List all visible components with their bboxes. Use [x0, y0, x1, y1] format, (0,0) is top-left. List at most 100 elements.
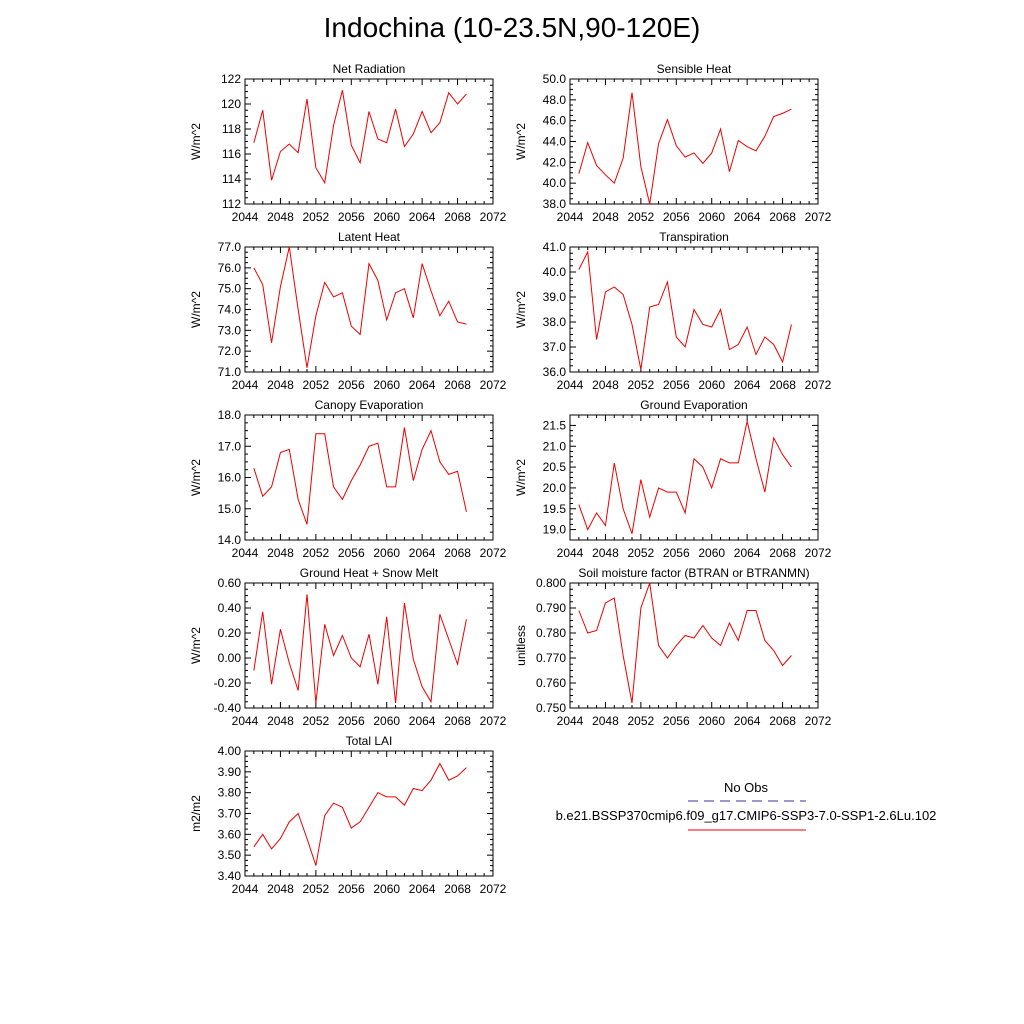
- y-tick-label: 0.60: [218, 576, 242, 590]
- x-tick-label: 2044: [232, 378, 259, 392]
- panel-title: Soil moisture factor (BTRAN or BTRANMN): [578, 566, 809, 580]
- y-tick-label: 17.0: [218, 439, 242, 453]
- x-tick-label: 2072: [805, 378, 832, 392]
- series-line: [578, 92, 792, 205]
- x-tick-label: 2056: [338, 378, 365, 392]
- panel-title: Ground Heat + Snow Melt: [300, 566, 439, 580]
- x-tick-label: 2072: [805, 546, 832, 560]
- x-tick-label: 2064: [409, 882, 436, 896]
- x-tick-label: 2056: [663, 714, 690, 728]
- y-tick-label: 3.50: [218, 848, 242, 862]
- y-tick-label: 0.00: [218, 651, 242, 665]
- y-tick-label: 15.0: [218, 502, 242, 516]
- y-tick-label: 19.0: [543, 523, 567, 537]
- y-tick-label: 0.780: [536, 626, 566, 640]
- x-tick-label: 2072: [480, 210, 507, 224]
- y-tick-label: 18.0: [218, 408, 242, 422]
- x-tick-label: 2068: [444, 378, 471, 392]
- x-tick-label: 2068: [769, 210, 796, 224]
- series-line: [578, 421, 792, 534]
- panel-title: Latent Heat: [338, 230, 401, 244]
- y-tick-label: 20.0: [543, 481, 567, 495]
- y-tick-label: 44.0: [543, 135, 567, 149]
- series-line: [253, 427, 467, 525]
- plot-frame: [244, 78, 494, 205]
- x-tick-label: 2060: [373, 714, 400, 728]
- x-tick-label: 2072: [480, 546, 507, 560]
- x-tick-label: 2052: [628, 546, 655, 560]
- series-line: [253, 762, 467, 866]
- series-line: [578, 250, 792, 370]
- x-tick-label: 2060: [698, 378, 725, 392]
- x-tick-label: 2068: [444, 882, 471, 896]
- y-tick-label: 21.0: [543, 439, 567, 453]
- x-tick-label: 2068: [444, 714, 471, 728]
- x-tick-label: 2072: [480, 882, 507, 896]
- x-tick-label: 2064: [734, 546, 761, 560]
- y-tick-label: 4.00: [218, 744, 242, 758]
- y-tick-label: 39.0: [543, 290, 567, 304]
- y-tick-label: 38.0: [543, 315, 567, 329]
- x-tick-label: 2048: [592, 378, 619, 392]
- plot-frame: [244, 750, 494, 877]
- series-line: [253, 594, 467, 704]
- y-tick-label: 16.0: [218, 471, 242, 485]
- chart-panel-2: Latent Heat W/m^2 2044 2048 2052 2056 2060 2064…: [189, 230, 507, 392]
- y-tick-label: -0.20: [214, 676, 242, 690]
- page-title: Indochina (10-23.5N,90-120E): [323, 12, 701, 43]
- chart-panel-5: Ground Evaporation W/m^2 2044 2048 2052 2056 2…: [514, 398, 832, 560]
- x-tick-label: 2048: [267, 210, 294, 224]
- x-tick-label: 2064: [409, 546, 436, 560]
- x-tick-label: 2068: [769, 378, 796, 392]
- legend-case-label: b.e21.BSSP370cmip6.f09_g17.CMIP6-SSP3-7.…: [556, 808, 937, 823]
- y-tick-label: 46.0: [543, 114, 567, 128]
- x-tick-label: 2044: [232, 210, 259, 224]
- plot-frame: [244, 582, 494, 709]
- y-tick-label: 73.0: [218, 323, 242, 337]
- x-tick-label: 2048: [267, 378, 294, 392]
- y-tick-label: 21.5: [543, 418, 567, 432]
- x-tick-label: 2060: [373, 378, 400, 392]
- x-tick-label: 2064: [409, 378, 436, 392]
- plot-frame: [569, 414, 819, 541]
- x-tick-label: 2044: [557, 546, 584, 560]
- x-tick-label: 2064: [409, 210, 436, 224]
- x-tick-label: 2060: [373, 882, 400, 896]
- y-tick-label: 122: [221, 72, 241, 86]
- y-axis-label: W/m^2: [189, 291, 203, 328]
- panel-title: Sensible Heat: [657, 62, 732, 76]
- panel-title: Net Radiation: [333, 62, 406, 76]
- x-tick-label: 2052: [628, 378, 655, 392]
- y-tick-label: 41.0: [543, 240, 567, 254]
- x-tick-label: 2064: [734, 210, 761, 224]
- y-axis-label: unitless: [514, 625, 528, 666]
- x-tick-label: 2052: [303, 714, 330, 728]
- chart-panels: Net Radiation W/m^2 2044 2048 2052 2056 2060 20…: [189, 62, 832, 896]
- y-axis-label: W/m^2: [189, 627, 203, 664]
- y-tick-label: 0.20: [218, 626, 242, 640]
- x-tick-label: 2056: [338, 546, 365, 560]
- legend: No Obs b.e21.BSSP370cmip6.f09_g17.CMIP6-…: [556, 780, 937, 831]
- y-tick-label: 0.790: [536, 601, 566, 615]
- chart-panel-6: Ground Heat + Snow Melt W/m^2 2044 2048 2052…: [189, 566, 507, 728]
- y-axis-label: W/m^2: [189, 459, 203, 496]
- y-axis-label: W/m^2: [514, 291, 528, 328]
- x-tick-label: 2048: [267, 714, 294, 728]
- y-tick-label: 0.750: [536, 701, 566, 715]
- plot-frame: [569, 78, 819, 205]
- panel-title: Ground Evaporation: [640, 398, 747, 412]
- y-tick-label: 38.0: [543, 197, 567, 211]
- y-tick-label: 0.770: [536, 651, 566, 665]
- x-tick-label: 2056: [663, 546, 690, 560]
- x-tick-label: 2056: [338, 882, 365, 896]
- y-tick-label: 42.0: [543, 155, 567, 169]
- x-tick-label: 2044: [557, 714, 584, 728]
- y-tick-label: 40.0: [543, 265, 567, 279]
- x-tick-label: 2068: [769, 714, 796, 728]
- panel-title: Total LAI: [346, 734, 393, 748]
- chart-panel-1: Sensible Heat W/m^2 2044 2048 2052 2056 2060 20…: [514, 62, 832, 224]
- x-tick-label: 2060: [698, 210, 725, 224]
- x-tick-label: 2068: [444, 546, 471, 560]
- x-tick-label: 2044: [232, 546, 259, 560]
- x-tick-label: 2048: [592, 546, 619, 560]
